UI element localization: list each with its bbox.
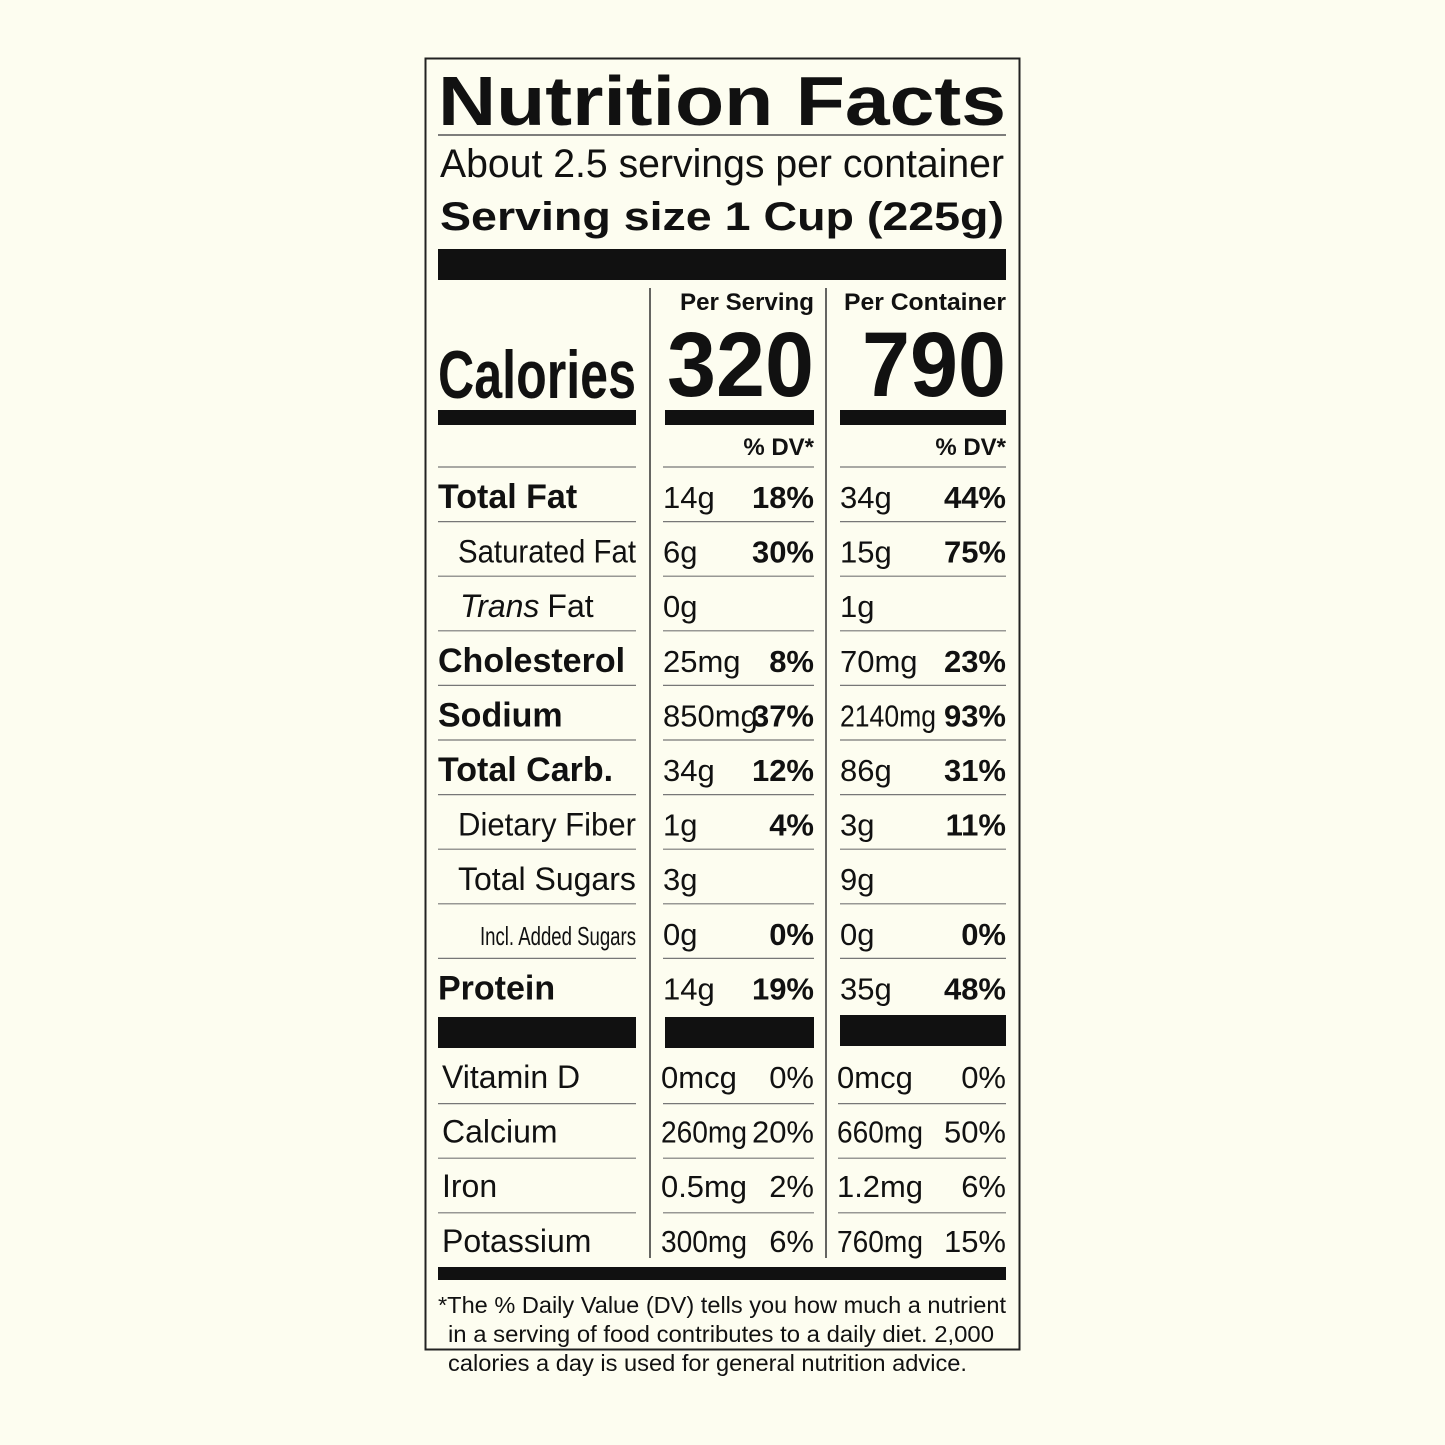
amount: 850mg (663, 698, 758, 733)
title: Nutrition Facts (438, 62, 1006, 140)
serving-size: Serving size 1 Cup (225g) (440, 195, 1004, 239)
amount: 9g (840, 862, 874, 897)
amount: 0mcg (837, 1060, 913, 1095)
percent-dv: 23% (944, 644, 1006, 679)
percent-dv: 75% (944, 535, 1006, 570)
footnote: in a serving of food contributes to a da… (448, 1321, 994, 1347)
nutrient-name: Protein (438, 969, 555, 1007)
percent-dv: 48% (944, 971, 1006, 1006)
percent-dv: 37% (752, 698, 814, 733)
percent-dv: 6% (961, 1169, 1006, 1204)
footnote: calories a day is used for general nutri… (448, 1350, 967, 1376)
calories-value: 320 (667, 314, 814, 416)
nutrient-name: Total Fat (438, 478, 577, 516)
vitamin-name: Calcium (442, 1114, 558, 1150)
percent-dv: 12% (752, 753, 814, 788)
amount: 300mg (661, 1224, 747, 1259)
vitamin-name: Iron (442, 1168, 497, 1204)
amount: 0mcg (661, 1060, 737, 1095)
vitamin-name: Potassium (442, 1223, 591, 1259)
nutrient-name: Cholesterol (438, 642, 625, 680)
nutrient-name: Incl. Added Sugars (480, 921, 636, 951)
percent-dv: 19% (752, 971, 814, 1006)
amount: 3g (840, 808, 874, 843)
amount: 1g (663, 808, 697, 843)
amount: 660mg (837, 1115, 923, 1150)
calories-bar (665, 410, 814, 425)
amount: 3g (663, 862, 697, 897)
nutrient-name: Total Carb. (438, 751, 613, 789)
amount: 86g (840, 753, 892, 788)
amount: 0g (663, 917, 697, 952)
dv-header: % DV* (935, 434, 1006, 461)
amount: 14g (663, 480, 715, 515)
section-bar (840, 1015, 1006, 1046)
percent-dv: 2% (769, 1169, 814, 1204)
calories-bar (840, 410, 1006, 425)
bottom-bar (438, 1267, 1006, 1280)
column-header: Per Container (844, 289, 1006, 316)
nutrient-name: Dietary Fiber (458, 807, 636, 843)
amount: 0.5mg (661, 1169, 747, 1204)
amount: 760mg (837, 1224, 923, 1259)
percent-dv: 18% (752, 480, 814, 515)
label-border (424, 57, 1021, 1351)
amount: 0g (663, 589, 697, 624)
footnote: *The % Daily Value (DV) tells you how mu… (438, 1292, 1007, 1318)
amount: 34g (663, 753, 715, 788)
amount: 34g (840, 480, 892, 515)
amount: 1.2mg (837, 1169, 923, 1204)
amount: 35g (840, 971, 892, 1006)
percent-dv: 31% (944, 753, 1006, 788)
nutrient-name: Fat (547, 588, 593, 624)
thick-bar (438, 249, 1006, 280)
percent-dv: 93% (944, 698, 1006, 733)
percent-dv: 8% (769, 644, 814, 679)
amount: 0g (840, 917, 874, 952)
amount: 260mg (661, 1115, 747, 1150)
nutrient-name: Saturated Fat (458, 534, 636, 570)
amount: 25mg (663, 644, 741, 679)
amount: 70mg (840, 644, 918, 679)
section-bar (438, 1017, 636, 1048)
calories-bar (438, 410, 636, 425)
percent-dv: 11% (946, 808, 1006, 843)
amount: 2140mg (840, 698, 936, 733)
calories-label: Calories (438, 337, 636, 413)
percent-dv: 15% (944, 1224, 1006, 1259)
nutrient-name: Total Sugars (458, 861, 636, 897)
nutrient-name: Trans (460, 588, 539, 624)
vitamin-name: Vitamin D (442, 1059, 580, 1095)
calories-value: 790 (862, 314, 1006, 416)
amount: 15g (840, 535, 892, 570)
amount: 1g (840, 589, 874, 624)
percent-dv: 30% (752, 535, 814, 570)
percent-dv: 4% (769, 808, 814, 843)
percent-dv: 0% (769, 1060, 814, 1095)
section-bar (665, 1017, 814, 1048)
percent-dv: 0% (769, 917, 814, 952)
nutrient-name: Sodium (438, 696, 563, 734)
percent-dv: 44% (944, 480, 1006, 515)
amount: 14g (663, 971, 715, 1006)
dv-header: % DV* (743, 434, 814, 461)
column-header: Per Serving (680, 289, 814, 316)
percent-dv: 20% (752, 1115, 814, 1150)
percent-dv: 0% (961, 917, 1006, 952)
percent-dv: 50% (944, 1115, 1006, 1150)
servings-per-container: About 2.5 servings per container (440, 142, 1004, 186)
percent-dv: 6% (769, 1224, 814, 1259)
percent-dv: 0% (961, 1060, 1006, 1095)
amount: 6g (663, 535, 697, 570)
